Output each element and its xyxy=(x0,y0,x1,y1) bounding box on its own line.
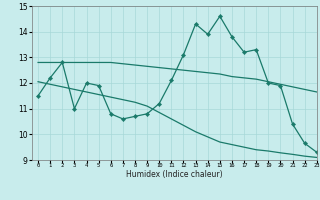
X-axis label: Humidex (Indice chaleur): Humidex (Indice chaleur) xyxy=(126,170,223,179)
